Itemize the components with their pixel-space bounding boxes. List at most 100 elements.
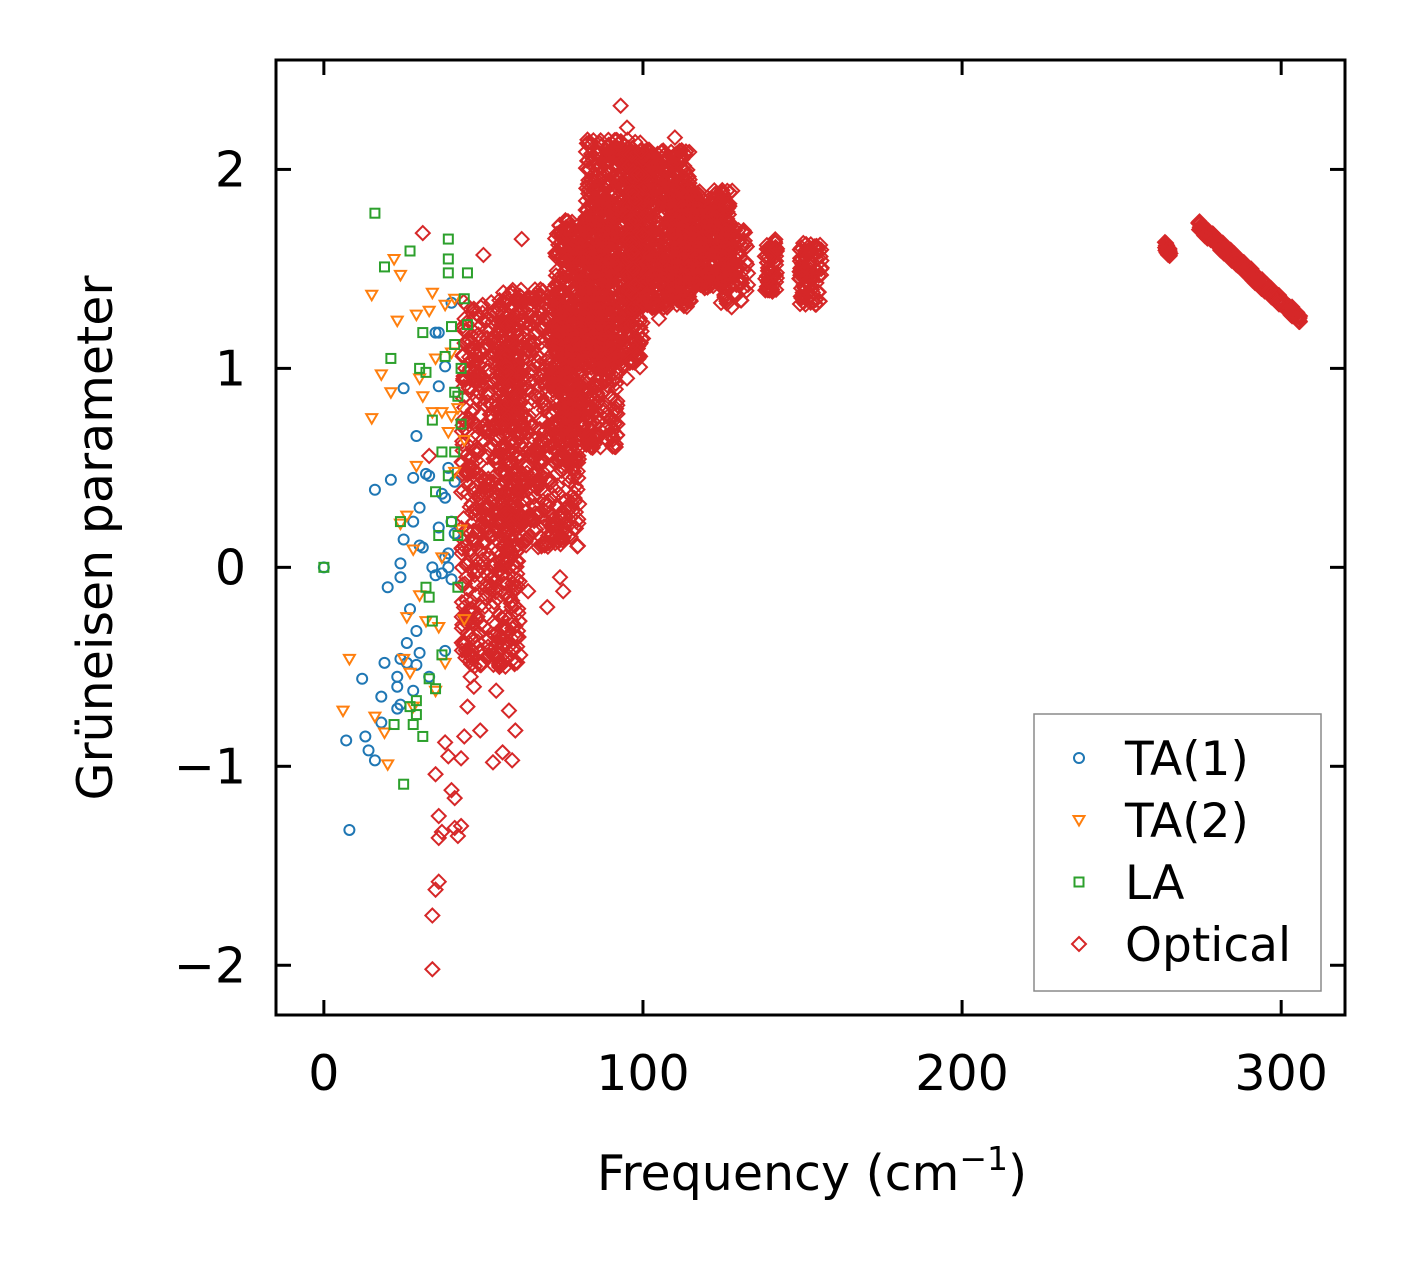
y-axis-label: Grüneisen parameter	[67, 275, 124, 801]
data-point	[605, 187, 623, 204]
legend-label: TA(1)	[1124, 732, 1249, 787]
data-point	[1253, 277, 1271, 295]
data-point	[513, 405, 531, 423]
data-point	[501, 444, 519, 461]
data-point	[505, 516, 523, 534]
data-point	[368, 483, 381, 496]
data-point	[766, 266, 783, 284]
data-point	[553, 528, 571, 545]
data-point	[562, 438, 580, 456]
data-point	[461, 319, 473, 331]
data-point	[503, 592, 521, 610]
data-point	[475, 546, 492, 564]
data-point	[452, 530, 464, 542]
data-point	[453, 593, 471, 611]
data-point	[356, 672, 369, 685]
data-point	[646, 258, 664, 276]
data-point	[1196, 227, 1214, 245]
data-point	[585, 336, 603, 354]
data-point	[603, 169, 621, 187]
data-point	[425, 287, 440, 301]
data-point	[668, 277, 686, 295]
legend-label: TA(2)	[1124, 794, 1249, 849]
x-tick-label: 300	[1234, 1045, 1328, 1102]
data-point	[567, 290, 585, 308]
data-point	[423, 591, 435, 603]
data-point	[493, 566, 511, 584]
data-point	[641, 211, 659, 229]
data-point	[464, 601, 482, 619]
data-point	[698, 219, 715, 237]
series-ta-2	[335, 253, 472, 772]
data-point	[579, 246, 597, 264]
data-point	[554, 582, 572, 600]
data-point	[469, 326, 487, 343]
data-point	[454, 482, 472, 499]
data-point	[638, 264, 656, 282]
data-point	[423, 469, 436, 482]
data-point	[446, 819, 464, 837]
data-point	[622, 350, 640, 368]
data-point	[764, 262, 782, 280]
data-point	[570, 399, 588, 417]
legend-marker	[1073, 876, 1085, 888]
data-point	[517, 458, 534, 476]
data-point	[536, 536, 554, 554]
legend-marker	[1070, 935, 1088, 953]
data-point	[409, 309, 424, 323]
data-point	[430, 873, 448, 891]
data-point	[604, 438, 621, 455]
data-point	[530, 454, 547, 471]
data-point	[522, 418, 540, 435]
data-point	[501, 376, 518, 394]
series-la	[318, 207, 473, 790]
data-point	[626, 239, 644, 257]
data-point	[711, 269, 729, 286]
data-point	[364, 289, 379, 303]
x-tick-label: 200	[915, 1045, 1009, 1102]
data-point	[675, 223, 693, 241]
data-point	[509, 405, 527, 422]
data-point	[455, 418, 467, 430]
data-point	[678, 268, 696, 285]
data-point	[463, 630, 481, 648]
data-point	[732, 291, 750, 309]
data-point	[638, 285, 655, 303]
data-point	[491, 504, 508, 522]
data-point	[803, 246, 821, 264]
data-point	[566, 489, 583, 507]
data-point	[618, 204, 636, 222]
data-point	[388, 719, 400, 731]
data-point	[591, 206, 609, 224]
data-point	[477, 584, 495, 602]
data-point	[535, 464, 553, 482]
data-point	[394, 516, 406, 528]
data-point	[609, 343, 627, 361]
data-point	[405, 544, 421, 557]
data-point	[519, 582, 537, 600]
data-point	[546, 368, 564, 385]
data-point	[622, 316, 640, 333]
data-point	[442, 253, 454, 265]
data-point	[463, 561, 481, 579]
x-axis-label: Frequency (cm−1)	[597, 1139, 1027, 1202]
data-point	[460, 581, 477, 599]
data-point	[511, 428, 529, 446]
data-point	[520, 480, 537, 498]
data-point	[552, 402, 570, 419]
data-point	[675, 249, 693, 267]
data-point	[648, 183, 666, 201]
data-point	[553, 427, 571, 445]
data-point	[1197, 222, 1215, 240]
data-point	[413, 646, 426, 659]
data-point	[397, 382, 410, 395]
data-point	[410, 658, 423, 671]
data-point	[399, 612, 415, 625]
data-point	[580, 134, 598, 152]
data-point	[569, 462, 587, 480]
data-point	[797, 235, 815, 253]
data-point	[496, 437, 514, 454]
data-point	[380, 759, 395, 772]
data-point	[592, 358, 609, 376]
